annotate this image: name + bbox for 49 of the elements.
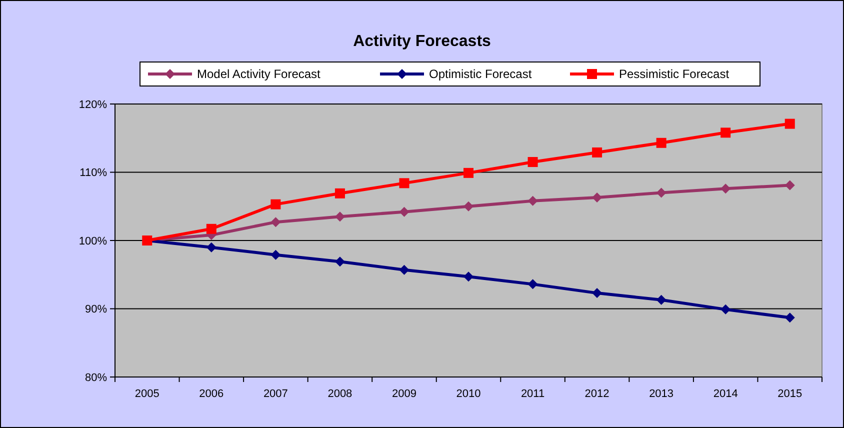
legend-label: Optimistic Forecast [429,67,532,82]
point [206,224,216,234]
y-tick-label: 120% [78,98,108,111]
x-tick-label: 2008 [328,388,352,400]
point [334,188,345,198]
x-tick-label: 2012 [584,388,610,400]
point [464,168,474,178]
x-tick-label: 2014 [713,388,738,400]
x-tick-label: 2009 [392,388,416,400]
x-tick-label: 2005 [134,388,160,400]
point [592,147,602,158]
point [656,188,666,198]
point [784,118,795,129]
x-tick-label: 2006 [199,388,224,400]
x-tick-label: 2011 [520,388,545,400]
point [334,256,345,267]
point [720,128,731,138]
point [592,192,602,203]
y-tick-label: 110% [80,167,108,180]
point [399,206,410,217]
point [784,180,795,190]
point [592,288,602,298]
point [206,242,216,252]
y-tick-label: 90% [84,304,108,316]
point [270,217,281,228]
point [399,264,410,275]
x-tick-label: 2015 [778,388,802,400]
chart-title: Activity Forecasts [353,33,492,50]
point [528,196,538,206]
point [334,212,345,222]
x-tick-label: 2013 [649,388,674,400]
point [784,312,795,323]
point [656,138,666,148]
y-tick-label: 80% [84,372,108,384]
y-tick-label: 100% [78,235,108,248]
legend-label: Model Activity Forecast [197,67,322,82]
legend-label: Pessimistic Forecast [619,67,730,82]
point [399,178,410,188]
point [656,294,666,305]
point [528,157,538,168]
point [720,304,731,314]
point [464,272,474,282]
point [270,250,281,260]
point [528,279,538,290]
point [464,201,474,212]
point [270,199,281,210]
x-tick-label: 2007 [263,388,288,400]
point [720,184,731,194]
x-tick-label: 2010 [456,388,481,400]
